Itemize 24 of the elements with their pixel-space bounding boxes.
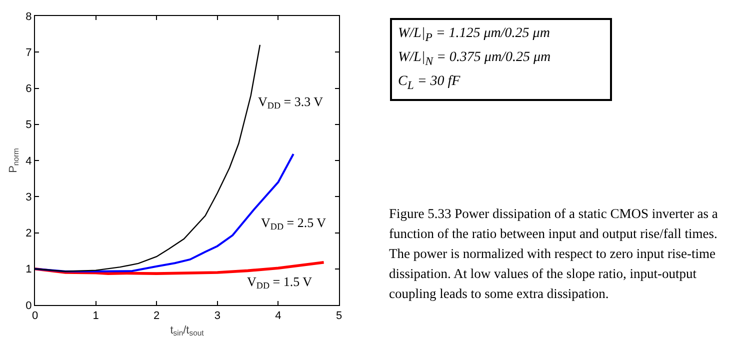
x-tick-label: 3	[214, 310, 220, 322]
y-tick-label: 0	[26, 300, 32, 312]
x-tick-label: 5	[336, 310, 342, 322]
line-series	[35, 153, 294, 272]
series-label: V$_{DD}$ = 2.5 V	[261, 215, 327, 232]
caption: Figure 5.33 Power dissipation of a static CMOS inverter as a function of the ratio between input and output rise/fall times. The power is normalized with respect to zero input rise-time dissipation. At low values of the slope ratio, input-output coupling leads to some extra dissipation.	[389, 205, 719, 303]
text: C$_{L}$ = 30 fF	[398, 72, 462, 94]
y-tick-label: 3	[26, 191, 32, 204]
x-axis-title: t$_{sin}$/t$_{sout}$	[170, 324, 205, 338]
series-label: V$_{DD}$ = 3.3 V	[258, 94, 324, 111]
y-tick-label: 7	[26, 46, 32, 59]
line-series	[35, 260, 326, 275]
text: W/L|$_{N}$ = 0.375 μm/0.25 μm	[398, 48, 552, 70]
y-tick-label: 1	[26, 264, 32, 276]
series-label: V$_{DD}$ = 1.5 V	[247, 274, 313, 291]
y-tick-label: 4	[26, 155, 32, 168]
x-tick-label: 2	[154, 310, 160, 322]
text: W/L|$_{P}$ = 1.125 μm/0.25 μm	[398, 25, 551, 46]
y-tick-label: 2	[26, 228, 32, 240]
y-tick-label: 5	[26, 119, 32, 132]
y-tick-label: 6	[26, 83, 32, 96]
x-tick-label: 4	[275, 310, 282, 322]
x-tick-label: 1	[92, 310, 99, 322]
y-tick-label: 8	[26, 10, 32, 23]
